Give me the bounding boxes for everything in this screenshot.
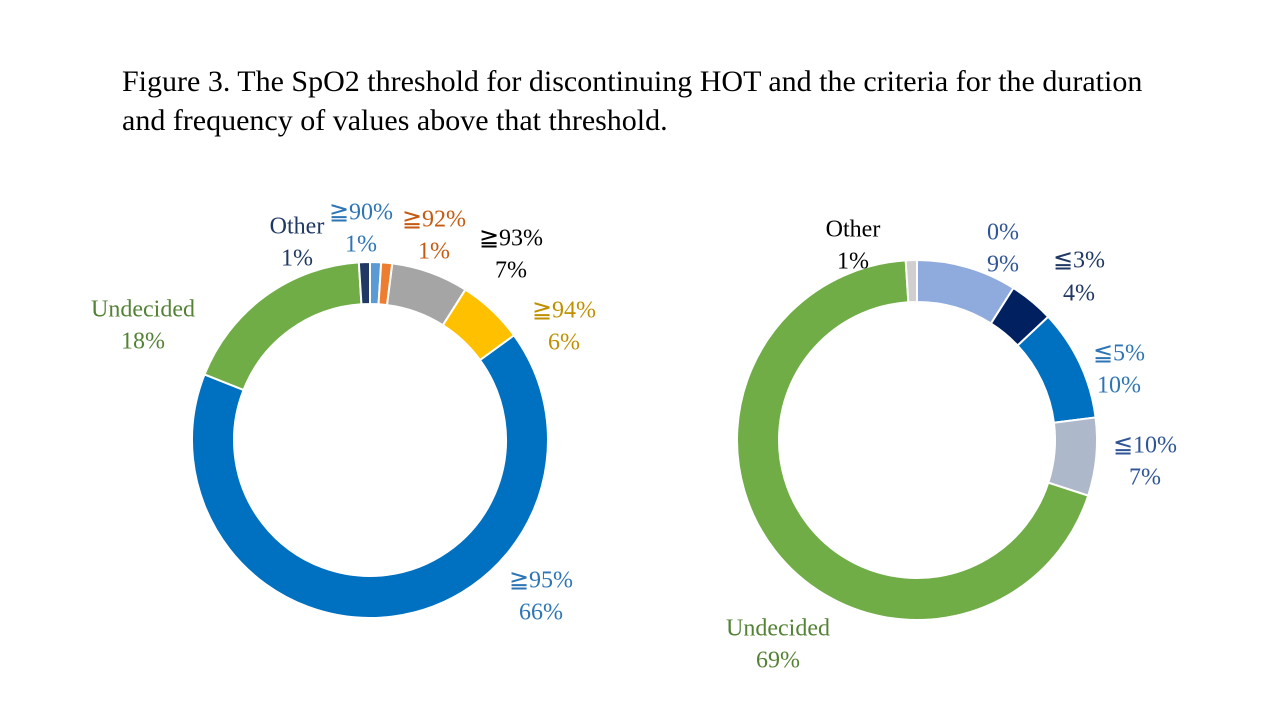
slice-other (357, 260, 371, 306)
slice-gte-95pct (191, 333, 549, 619)
slice-label-lte-10pct: ≦10% (1113, 433, 1177, 459)
doughnut-chart-duration-frequency: 0% 9% ≦3% 4% ≦5% 10% ≦10% 7% Undecided 69% Other 1% (726, 217, 1177, 674)
slice-value-lte-5pct: 10% (1097, 373, 1141, 399)
slice-undecided (736, 259, 1090, 621)
slice-label-0pct: 0% (987, 220, 1019, 246)
slice-label-other: Other (826, 217, 881, 243)
slice-lte-10pct (1046, 416, 1098, 497)
slice-label-other: Other (270, 214, 325, 240)
slice-label-gte-95pct: ≧95% (509, 568, 573, 594)
slice-label-gte-93pct: ≧93% (479, 226, 543, 252)
slice-value-gte-95pct: 66% (519, 600, 563, 626)
slice-value-gte-90pct: 1% (345, 232, 377, 258)
slice-value-other: 1% (281, 246, 313, 272)
slice-label-gte-90pct: ≧90% (329, 200, 393, 226)
slice-label-gte-92pct: ≧92% (402, 207, 466, 233)
slice-undecided (203, 261, 363, 392)
slice-value-undecided: 18% (121, 329, 165, 355)
slice-value-gte-92pct: 1% (418, 239, 450, 265)
slice-other (904, 258, 918, 304)
slice-label-gte-94pct: ≧94% (532, 298, 596, 324)
slice-value-gte-93pct: 7% (495, 258, 527, 284)
slice-value-lte-10pct: 7% (1129, 465, 1161, 491)
slice-value-gte-94pct: 6% (548, 330, 580, 356)
slice-value-other: 1% (837, 249, 869, 275)
slice-value-0pct: 9% (987, 252, 1019, 278)
slice-value-undecided: 69% (756, 648, 800, 674)
slice-label-undecided: Undecided (91, 297, 195, 323)
slice-label-lte-3pct: ≦3% (1053, 248, 1105, 274)
slice-label-undecided: Undecided (726, 616, 830, 642)
doughnut-chart-spo2-threshold: ≧90% 1% ≧92% 1% ≧93% 7%≧94% 6% ≧95% 66% Undecided… (91, 200, 596, 626)
slice-value-lte-3pct: 4% (1063, 281, 1095, 307)
figure-title: Figure 3. The SpO2 threshold for discont… (122, 65, 1143, 137)
slice-label-lte-5pct: ≦5% (1093, 341, 1145, 367)
